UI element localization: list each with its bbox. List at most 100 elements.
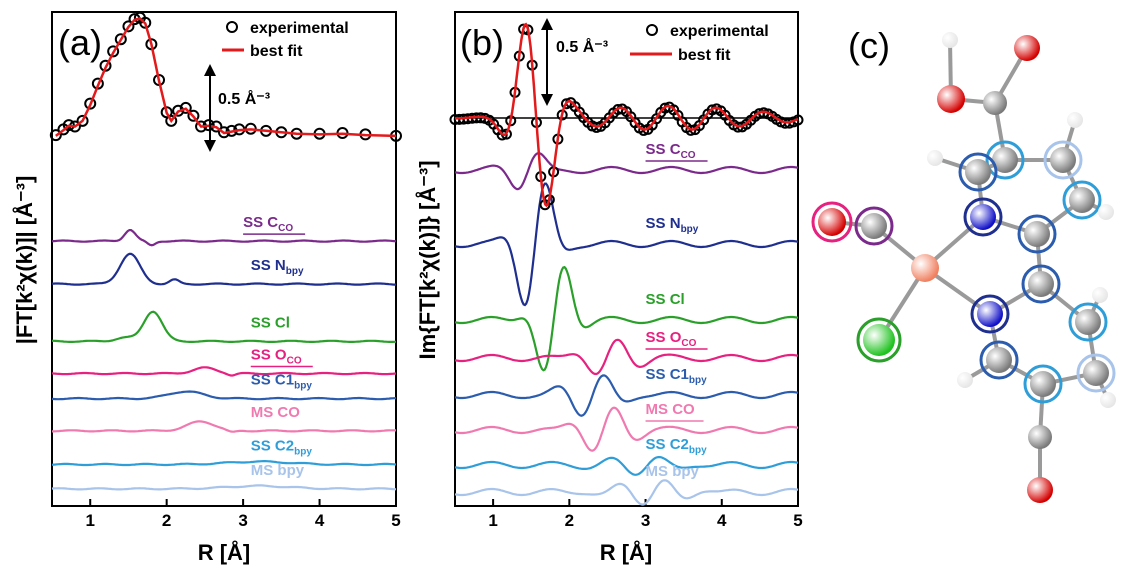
component-label: MS CO	[646, 401, 696, 418]
panel-b: (b) 1 2 3 4 5 SS CCO SS Nbpy SS Cl SS OCO SS C1b…	[414, 11, 804, 565]
component-label: SS OCO	[646, 329, 697, 349]
scale-bar-label: 0.5 Å⁻³	[556, 37, 608, 56]
component-label: SS C1bpy	[251, 372, 313, 392]
component-curve	[52, 420, 397, 433]
oxygen-atom	[818, 208, 846, 236]
component-label: SS Cl	[646, 291, 685, 308]
panel-b-main-signal	[449, 22, 804, 211]
atom-highlight-ring	[1017, 214, 1057, 254]
component-curve	[454, 406, 799, 452]
carbon-atom	[965, 159, 991, 185]
component-label: SS Nbpy	[251, 257, 304, 277]
component-curve	[454, 479, 799, 506]
panel-c-molecule: (c)	[811, 25, 1116, 503]
experimental-point	[187, 109, 200, 122]
experimental-point	[590, 121, 602, 133]
chlorine-atom	[863, 324, 895, 356]
carbon-atom	[983, 91, 1007, 115]
carbon-atom	[1069, 187, 1095, 213]
panel-b-y-axis-label: Im{FT[k²χ(k)]} [Å⁻³]	[414, 160, 440, 359]
hydrogen-atom	[927, 150, 943, 166]
experimental-point	[638, 124, 650, 136]
component-curve	[51, 390, 397, 401]
panel-a: (a) 1 2 3 4 5 SS CCO SS Nbpy SS Cl SS OCO SS C1b…	[11, 11, 402, 565]
experimental-point	[84, 97, 97, 110]
x-tick-label: 2	[565, 511, 574, 530]
component-curve	[454, 374, 799, 417]
legend-best-fit-label: best fit	[250, 43, 303, 60]
panel-a-components: SS CCO SS Nbpy SS Cl SS OCO SS C1bpy MS CO SS …	[51, 214, 397, 491]
nitrogen-atom	[977, 301, 1003, 327]
panel-b-label: (b)	[460, 22, 504, 63]
component-label: SS Cl	[251, 314, 290, 331]
component-label: SS CCO	[646, 141, 696, 161]
x-tick-label: 2	[162, 511, 171, 530]
experimental-point	[62, 119, 75, 132]
panel-a-x-ticks: 1 2 3 4 5	[85, 499, 401, 530]
hydrogen-atom	[1092, 287, 1108, 303]
atom-highlight-ring	[811, 201, 853, 243]
molecule-atoms	[811, 32, 1116, 503]
panel-a-y-axis-label: |FT[k²χ(k)]| [Å⁻³]	[11, 176, 37, 345]
hydrogen-atom	[957, 372, 973, 388]
component-label: SS C2bpy	[646, 436, 708, 456]
panel-c-label: (c)	[848, 25, 890, 66]
component-curve	[51, 484, 397, 491]
atom-highlight-ring	[854, 206, 894, 246]
carbon-atom	[861, 213, 887, 239]
scale-bar-label: 0.5 Å⁻³	[218, 89, 270, 108]
experimental-point	[76, 114, 89, 127]
component-label: MS CO	[251, 404, 301, 421]
atom-highlight-ring	[1021, 264, 1061, 304]
component-curve	[454, 151, 799, 191]
atom-highlight-ring	[1076, 353, 1116, 393]
experimental-point	[122, 20, 135, 33]
component-label: SS OCO	[251, 347, 302, 367]
nitrogen-atom	[970, 204, 996, 230]
component-curve	[454, 456, 799, 476]
atom-highlight-ring	[1068, 302, 1108, 342]
component-curve	[51, 366, 397, 377]
panel-b-x-axis-label: R [Å]	[600, 539, 653, 565]
x-tick-label: 1	[488, 511, 497, 530]
oxygen-atom	[937, 85, 965, 113]
carbon-atom	[1083, 360, 1109, 386]
scale-bar-arrow-up	[204, 64, 216, 76]
component-label: MS bpy	[646, 463, 700, 480]
component-curve	[454, 338, 799, 376]
experimental-point	[685, 124, 697, 136]
component-label: SS C2bpy	[251, 437, 313, 457]
experimental-point	[165, 114, 178, 127]
atom-highlight-ring	[963, 197, 1003, 237]
atom-highlight-ring	[1043, 140, 1083, 180]
legend-experimental-label: experimental	[670, 23, 769, 40]
molecule-bonds	[831, 39, 1110, 490]
component-curve	[51, 252, 396, 286]
x-tick-label: 3	[641, 511, 650, 530]
component-curve	[454, 182, 799, 307]
panel-a-scale-bar: 0.5 Å⁻³	[204, 64, 270, 152]
oxygen-atom	[1014, 35, 1040, 61]
atom-highlight-ring	[856, 317, 902, 363]
metal-atom	[911, 254, 939, 282]
panel-a-legend: experimental best fit	[222, 20, 349, 60]
scale-bar-arrow-up	[541, 18, 553, 30]
x-tick-label: 5	[793, 511, 802, 530]
x-tick-label: 1	[85, 511, 94, 530]
panel-a-x-axis-label: R [Å]	[198, 539, 251, 565]
panel-b-x-ticks: 1 2 3 4 5	[488, 499, 803, 530]
panel-a-frame	[51, 11, 397, 507]
experimental-point	[49, 129, 62, 142]
carbon-atom	[1030, 371, 1056, 397]
atom-highlight-ring	[1023, 364, 1063, 404]
panel-b-scale-bar: 0.5 Å⁻³	[541, 18, 608, 106]
legend-experimental-marker	[646, 24, 658, 36]
hydrogen-atom	[1067, 112, 1083, 128]
panel-a-main-signal	[49, 11, 402, 142]
component-curve	[51, 229, 397, 247]
panel-a-label: (a)	[58, 22, 102, 63]
component-curve	[51, 460, 397, 467]
x-tick-label: 4	[315, 511, 325, 530]
carbon-atom	[1075, 309, 1101, 335]
